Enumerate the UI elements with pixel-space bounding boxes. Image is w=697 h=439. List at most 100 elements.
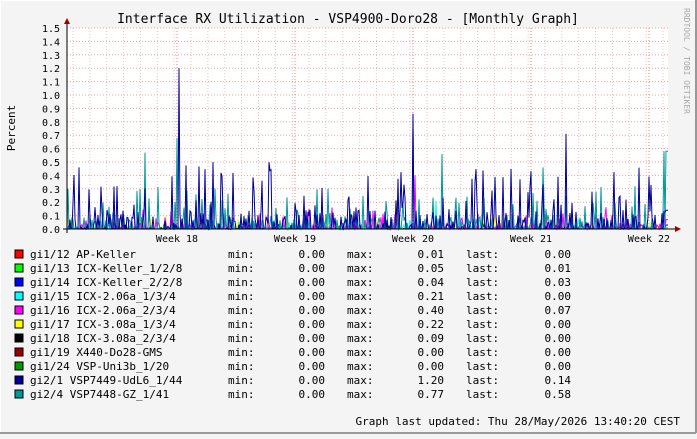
legend-last-label: last:: [466, 290, 499, 303]
legend-row: gi1/14 ICX-Keller_2/2/8 min: 0.00 max: 0.04 l…: [14, 276, 571, 289]
x-axis-ticks: Week 18 Week 19 Week 20 Week 21 Week 22: [156, 234, 670, 245]
legend-last-value: 0.07: [545, 304, 572, 317]
legend-min-value: 0.00: [299, 388, 326, 401]
x-tick-label: Week 18: [156, 234, 198, 245]
legend-min-value: 0.00: [299, 374, 326, 387]
y-tick-label: 1.5: [42, 24, 60, 35]
y-tick-label: 0.5: [42, 158, 60, 169]
legend-min-label: min:: [228, 262, 255, 275]
legend-max-value: 0.00: [418, 346, 445, 359]
legend-min-label: min:: [228, 374, 255, 387]
legend-min-label: min:: [228, 276, 255, 289]
legend-max-value: 0.04: [418, 276, 445, 289]
legend-min-label: min:: [228, 248, 255, 261]
legend-last-label: last:: [466, 360, 499, 373]
legend-row: gi1/13 ICX-Keller_1/2/8 min: 0.00 max: 0.05 l…: [14, 262, 572, 275]
legend-last-label: last:: [466, 248, 499, 261]
y-tick-label: 0.9: [42, 104, 60, 115]
legend-last-value: 0.01: [545, 262, 572, 275]
legend-series-name: gi2/1 VSP7449-UdL6_1/44: [30, 374, 183, 387]
legend-last-value: 0.00: [545, 346, 572, 359]
legend-row: gi1/16 ICX-2.06a_2/3/4 min: 0.00 max: 0.40 la…: [14, 304, 572, 317]
legend-min-label: min:: [228, 360, 255, 373]
legend-row: gi2/1 VSP7449-UdL6_1/44 min: 0.00 max: 1.20 l…: [14, 374, 572, 387]
legend-series-name: gi1/18 ICX-3.08a_2/3/4: [30, 332, 176, 345]
legend-last-value: 0.00: [545, 248, 572, 261]
x-axis-arrow: [675, 226, 681, 232]
legend-row: gi1/19 X440-Do28-GMS min: 0.00 max: 0.00 last…: [14, 346, 572, 359]
y-tick-label: 0.3: [42, 185, 60, 196]
legend: gi1/12 AP-Keller min: 0.00 max: 0.01 last: 0.0…: [14, 248, 572, 401]
legend-swatch: [14, 277, 24, 287]
y-axis-arrow: [64, 18, 70, 24]
y-axis-ticks: 0.0 0.1 0.2 0.3 0.4 0.5 0.6 0.7 0.8 0.9 1.0 1.1 1.2 1…: [42, 24, 60, 236]
legend-max-label: max:: [347, 360, 374, 373]
legend-series-name: gi2/4 VSP7448-GZ_1/41: [30, 388, 169, 401]
legend-last-label: last:: [466, 388, 499, 401]
legend-min-label: min:: [228, 332, 255, 345]
legend-min-value: 0.00: [299, 290, 326, 303]
legend-min-value: 0.00: [299, 248, 326, 261]
legend-min-label: min:: [228, 388, 255, 401]
legend-min-value: 0.00: [299, 276, 326, 289]
y-tick-label: 0.4: [42, 171, 60, 182]
chart-title: Interface RX Utilization - VSP4900-Doro2…: [117, 12, 579, 27]
legend-max-label: max:: [347, 332, 374, 345]
legend-min-value: 0.00: [299, 360, 326, 373]
legend-last-label: last:: [466, 318, 499, 331]
legend-row: gi1/24 VSP-Uni3b_1/20 min: 0.00 max: 0.00 las…: [14, 360, 572, 373]
legend-min-value: 0.00: [299, 304, 326, 317]
legend-max-value: 0.00: [418, 360, 445, 373]
legend-last-value: 0.00: [545, 360, 572, 373]
y-tick-label: 0.2: [42, 198, 60, 209]
footer-updated: Graph last updated: Thu 28/May/2026 13:4…: [355, 415, 680, 428]
legend-min-label: min:: [228, 318, 255, 331]
legend-max-value: 0.77: [418, 388, 445, 401]
legend-max-value: 0.05: [418, 262, 445, 275]
y-tick-label: 1.0: [42, 91, 60, 102]
y-tick-label: 0.1: [42, 212, 60, 223]
legend-max-value: 0.22: [418, 318, 445, 331]
legend-max-label: max:: [347, 276, 374, 289]
legend-row: gi1/17 ICX-3.08a_1/3/4 min: 0.00 max: 0.22 la…: [14, 318, 571, 331]
axes: [63, 18, 681, 233]
y-tick-label: 0.7: [42, 131, 60, 142]
x-tick-label: Week 21: [510, 234, 552, 245]
legend-last-label: last:: [466, 374, 499, 387]
legend-swatch: [14, 389, 24, 399]
legend-swatch: [14, 263, 24, 273]
legend-swatch: [14, 249, 24, 259]
legend-max-label: max:: [347, 318, 374, 331]
legend-series-name: gi1/17 ICX-3.08a_1/3/4: [30, 318, 176, 331]
legend-series-name: gi1/24 VSP-Uni3b_1/20: [30, 360, 169, 373]
y-tick-label: 1.3: [42, 51, 60, 62]
legend-min-value: 0.00: [299, 318, 326, 331]
x-tick-label: Week 19: [274, 234, 316, 245]
legend-min-label: min:: [228, 346, 255, 359]
legend-swatch: [14, 361, 24, 371]
legend-row: gi1/15 ICX-2.06a_1/3/4 min: 0.00 max: 0.21 la…: [14, 290, 572, 303]
legend-last-value: 0.14: [545, 374, 572, 387]
legend-swatch: [14, 333, 24, 343]
legend-series-name: gi1/15 ICX-2.06a_1/3/4: [30, 290, 176, 303]
y-tick-label: 0.6: [42, 145, 60, 156]
legend-last-label: last:: [466, 262, 499, 275]
legend-max-label: max:: [347, 374, 374, 387]
y-tick-label: 0.0: [42, 225, 60, 236]
legend-min-value: 0.00: [299, 262, 326, 275]
legend-swatch: [14, 319, 24, 329]
legend-series-name: gi1/16 ICX-2.06a_2/3/4: [30, 304, 176, 317]
y-tick-label: 1.4: [42, 37, 60, 48]
legend-max-value: 0.21: [418, 290, 445, 303]
legend-series-name: gi1/12 AP-Keller: [30, 248, 136, 261]
y-axis-label: Percent: [5, 105, 18, 151]
legend-row: gi1/18 ICX-3.08a_2/3/4 min: 0.00 max: 0.09 la…: [14, 332, 571, 345]
legend-series-name: gi1/19 X440-Do28-GMS: [30, 346, 162, 359]
x-tick-label: Week 22: [628, 234, 670, 245]
legend-swatch: [14, 291, 24, 301]
legend-last-value: 0.00: [545, 290, 572, 303]
legend-last-label: last:: [466, 332, 499, 345]
legend-swatch: [14, 305, 24, 315]
legend-series-name: gi1/13 ICX-Keller_1/2/8: [30, 262, 182, 275]
